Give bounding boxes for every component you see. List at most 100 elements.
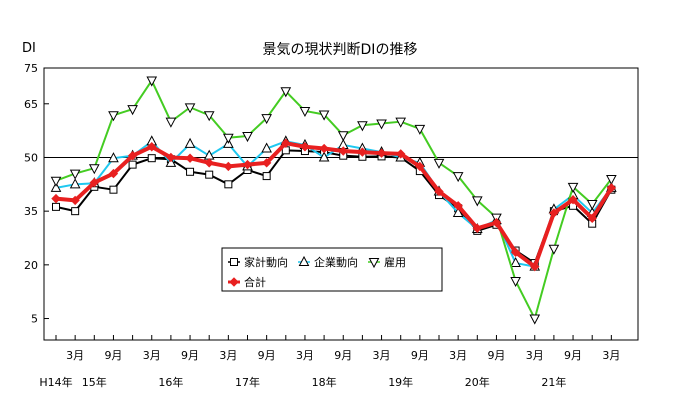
x-tick-label-year: 19年 [388, 375, 413, 389]
chart-title: 景気の現状判断DIの推移 [263, 42, 418, 58]
x-tick-label-month: 9月 [411, 349, 429, 362]
data-point [433, 158, 445, 169]
data-point [147, 142, 157, 152]
x-tick-label-month: 3月 [373, 349, 391, 362]
legend-label: 雇用 [384, 255, 406, 269]
legend-swatch-marker [368, 258, 380, 269]
data-point [223, 161, 234, 172]
data-point [281, 138, 291, 148]
data-point [299, 106, 311, 118]
x-tick-label-month: 3月 [449, 349, 467, 362]
x-tick-label-month: 9月 [258, 349, 276, 362]
data-point [357, 121, 368, 132]
data-point [69, 178, 81, 189]
data-point [434, 186, 444, 197]
x-tick-label-month: 9月 [487, 349, 505, 362]
x-tick-label-month: 9月 [104, 349, 122, 362]
data-point [567, 182, 579, 193]
data-point [203, 111, 215, 122]
legend-swatch-marker [230, 258, 238, 266]
data-point [395, 117, 407, 128]
legend-item: 企業動向 [298, 255, 358, 269]
data-point [184, 103, 196, 114]
data-point [224, 180, 233, 189]
plot-frame [43, 67, 639, 341]
data-point [109, 185, 118, 194]
x-tick-label-month: 9月 [564, 349, 582, 362]
data-point [452, 206, 464, 217]
data-point [127, 105, 138, 116]
data-point [261, 142, 272, 153]
x-tick-label-month: 3月 [66, 349, 84, 362]
data-point [50, 176, 62, 187]
data-point [530, 261, 540, 272]
legend-label: 家計動向 [244, 255, 288, 269]
data-point [414, 124, 426, 135]
x-tick-label-month: 3月 [296, 349, 314, 362]
data-point [415, 161, 425, 172]
data-point [319, 143, 329, 154]
data-point [548, 244, 560, 255]
data-point [89, 177, 100, 188]
data-point [586, 200, 598, 211]
data-point [452, 172, 464, 183]
data-point [300, 142, 310, 152]
data-point [184, 137, 196, 148]
data-point [108, 152, 119, 163]
data-point [165, 117, 177, 128]
y-axis-ticks: 5 20 35 50 65 75 [24, 62, 49, 326]
y-tick-label: 35 [24, 205, 38, 218]
data-point [549, 208, 559, 218]
y-tick-label: 20 [24, 259, 38, 272]
data-point [338, 146, 348, 156]
y-tick-label: 5 [31, 313, 38, 326]
x-tick-label-month: 9月 [334, 349, 352, 362]
data-point [471, 196, 483, 207]
y-tick-label: 75 [24, 62, 38, 75]
y-tick-label: 65 [24, 98, 38, 111]
x-tick-label-month: 3月 [526, 349, 544, 362]
data-point [50, 181, 62, 192]
data-point [357, 147, 368, 157]
data-point [128, 160, 137, 169]
data-point [261, 114, 272, 125]
x-tick-label-year: H14年 [39, 375, 72, 389]
x-tick-label-month: 9月 [181, 349, 199, 362]
x-tick-label-year: 15年 [82, 375, 107, 389]
data-point [337, 131, 349, 142]
y-axis-label: DI [22, 41, 36, 56]
data-point [529, 314, 541, 325]
x-tick-label-year: 21年 [541, 375, 566, 389]
data-point [108, 111, 119, 122]
series-line [55, 79, 613, 320]
data-point [71, 207, 80, 216]
data-point [510, 256, 521, 268]
data-point [491, 217, 502, 228]
data-point [127, 150, 138, 161]
data-point [587, 213, 597, 224]
legend-item: 雇用 [368, 255, 406, 269]
legend-item: 家計動向 [228, 255, 288, 269]
x-tick-label-year: 18年 [312, 375, 337, 389]
data-point [262, 172, 271, 181]
legend-swatch-marker [229, 277, 239, 287]
data-point [70, 195, 80, 206]
series-4 [51, 138, 617, 272]
data-point [146, 76, 158, 87]
data-point [510, 247, 521, 258]
data-point [376, 148, 387, 158]
legend-item: 合計 [228, 275, 266, 289]
data-point [242, 132, 253, 143]
x-tick-label-month: 3月 [602, 349, 620, 362]
legend-box [221, 247, 443, 292]
legend-swatch-marker [298, 255, 310, 266]
data-point [261, 158, 272, 168]
x-tick-label-year: 20年 [465, 375, 490, 389]
data-point [280, 87, 292, 98]
data-point [510, 276, 521, 288]
series-layer [50, 76, 617, 325]
data-point [51, 193, 61, 204]
